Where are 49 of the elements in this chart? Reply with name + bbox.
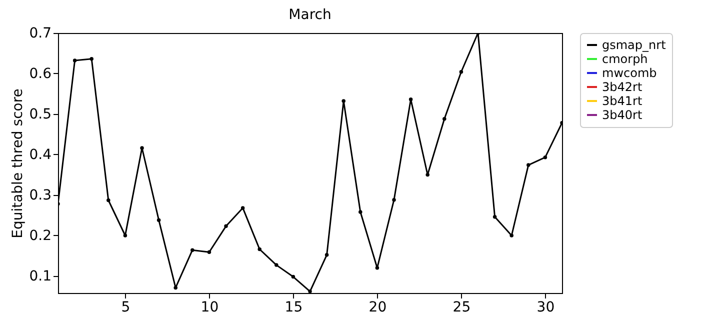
point <box>224 224 228 228</box>
x-tick-label: 15 <box>284 300 303 316</box>
x-tick-label: 10 <box>200 300 219 316</box>
legend-label: gsmap_nrt <box>602 38 666 52</box>
y-tick-label: 0.6 <box>29 66 52 82</box>
point <box>174 286 178 290</box>
point <box>123 234 128 238</box>
point <box>526 163 530 167</box>
x-tick-label: 5 <box>121 300 130 316</box>
point <box>240 206 245 210</box>
point <box>258 247 262 252</box>
point <box>392 198 396 202</box>
y-tick-label: 0.2 <box>29 228 52 244</box>
legend-label: cmorph <box>602 52 648 66</box>
x-tick-label: 20 <box>368 300 387 316</box>
point <box>510 234 514 238</box>
y-tick-label: 0.1 <box>29 268 52 284</box>
point <box>291 274 296 279</box>
point <box>274 263 278 267</box>
point <box>308 290 312 293</box>
point <box>492 214 497 219</box>
legend-label: 3b42rt <box>602 80 642 94</box>
point <box>324 253 329 257</box>
point <box>459 70 464 74</box>
point <box>358 210 362 214</box>
point <box>375 266 380 270</box>
y-tick-label: 0.3 <box>29 187 52 204</box>
legend-label: 3b41rt <box>602 94 642 108</box>
point <box>90 57 94 61</box>
point <box>342 99 346 103</box>
y-tick-label: 0.4 <box>29 146 52 163</box>
point <box>426 172 430 177</box>
y-tick-label: 0.7 <box>29 26 52 42</box>
legend-label: mwcomb <box>602 66 657 80</box>
point <box>408 98 413 102</box>
chart-title: March <box>288 7 332 23</box>
point <box>190 248 194 252</box>
x-tick-label: 25 <box>452 300 471 316</box>
point <box>156 218 161 222</box>
point <box>543 155 548 160</box>
point <box>442 116 446 121</box>
point <box>140 146 144 150</box>
point <box>207 250 212 254</box>
legend-label: 3b40rt <box>602 108 642 122</box>
point <box>72 58 77 62</box>
y-axis-title: Equitable thred score <box>10 88 26 238</box>
point <box>106 198 110 202</box>
y-tick-label: 0.5 <box>29 106 52 122</box>
x-tick-label: 30 <box>536 300 555 316</box>
